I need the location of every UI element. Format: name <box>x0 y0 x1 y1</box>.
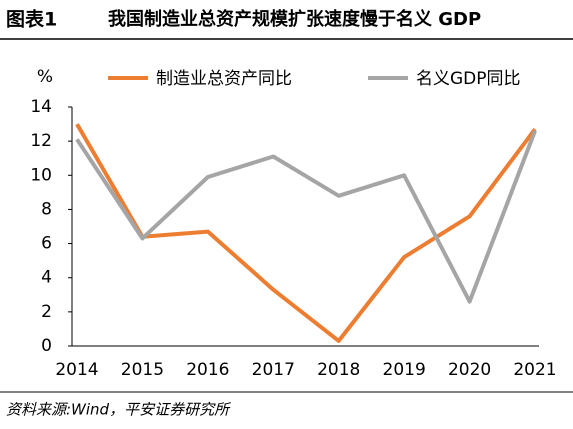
y-tick-label: 0 <box>41 336 52 356</box>
legend-label: 名义GDP同比 <box>416 69 521 89</box>
x-tick-label: 2018 <box>317 360 360 380</box>
x-tick-label: 2014 <box>55 360 98 380</box>
y-unit: % <box>37 67 53 87</box>
y-tick-label: 8 <box>41 199 52 219</box>
x-tick-label: 2021 <box>513 360 556 380</box>
x-tick-label: 2016 <box>186 360 229 380</box>
y-tick-label: 12 <box>30 131 52 151</box>
y-tick-label: 10 <box>30 165 52 185</box>
figure-label: 图表1 <box>6 8 57 31</box>
chart-title: 我国制造业总资产规模扩张速度慢于名义 GDP <box>108 8 481 30</box>
series-line <box>75 130 537 304</box>
y-tick-label: 6 <box>41 234 52 254</box>
legend-label: 制造业总资产同比 <box>156 69 292 89</box>
y-tick-label: 4 <box>41 268 52 288</box>
y-tick-label: 2 <box>41 302 52 322</box>
source: 资料来源:Wind，平安证券研究所 <box>6 401 231 419</box>
y-tick-label: 14 <box>30 97 52 117</box>
x-tick-label: 2020 <box>448 360 491 380</box>
series-line <box>75 123 537 343</box>
x-tick-label: 2017 <box>252 360 295 380</box>
x-tick-label: 2015 <box>121 360 164 380</box>
x-tick-label: 2019 <box>383 360 426 380</box>
